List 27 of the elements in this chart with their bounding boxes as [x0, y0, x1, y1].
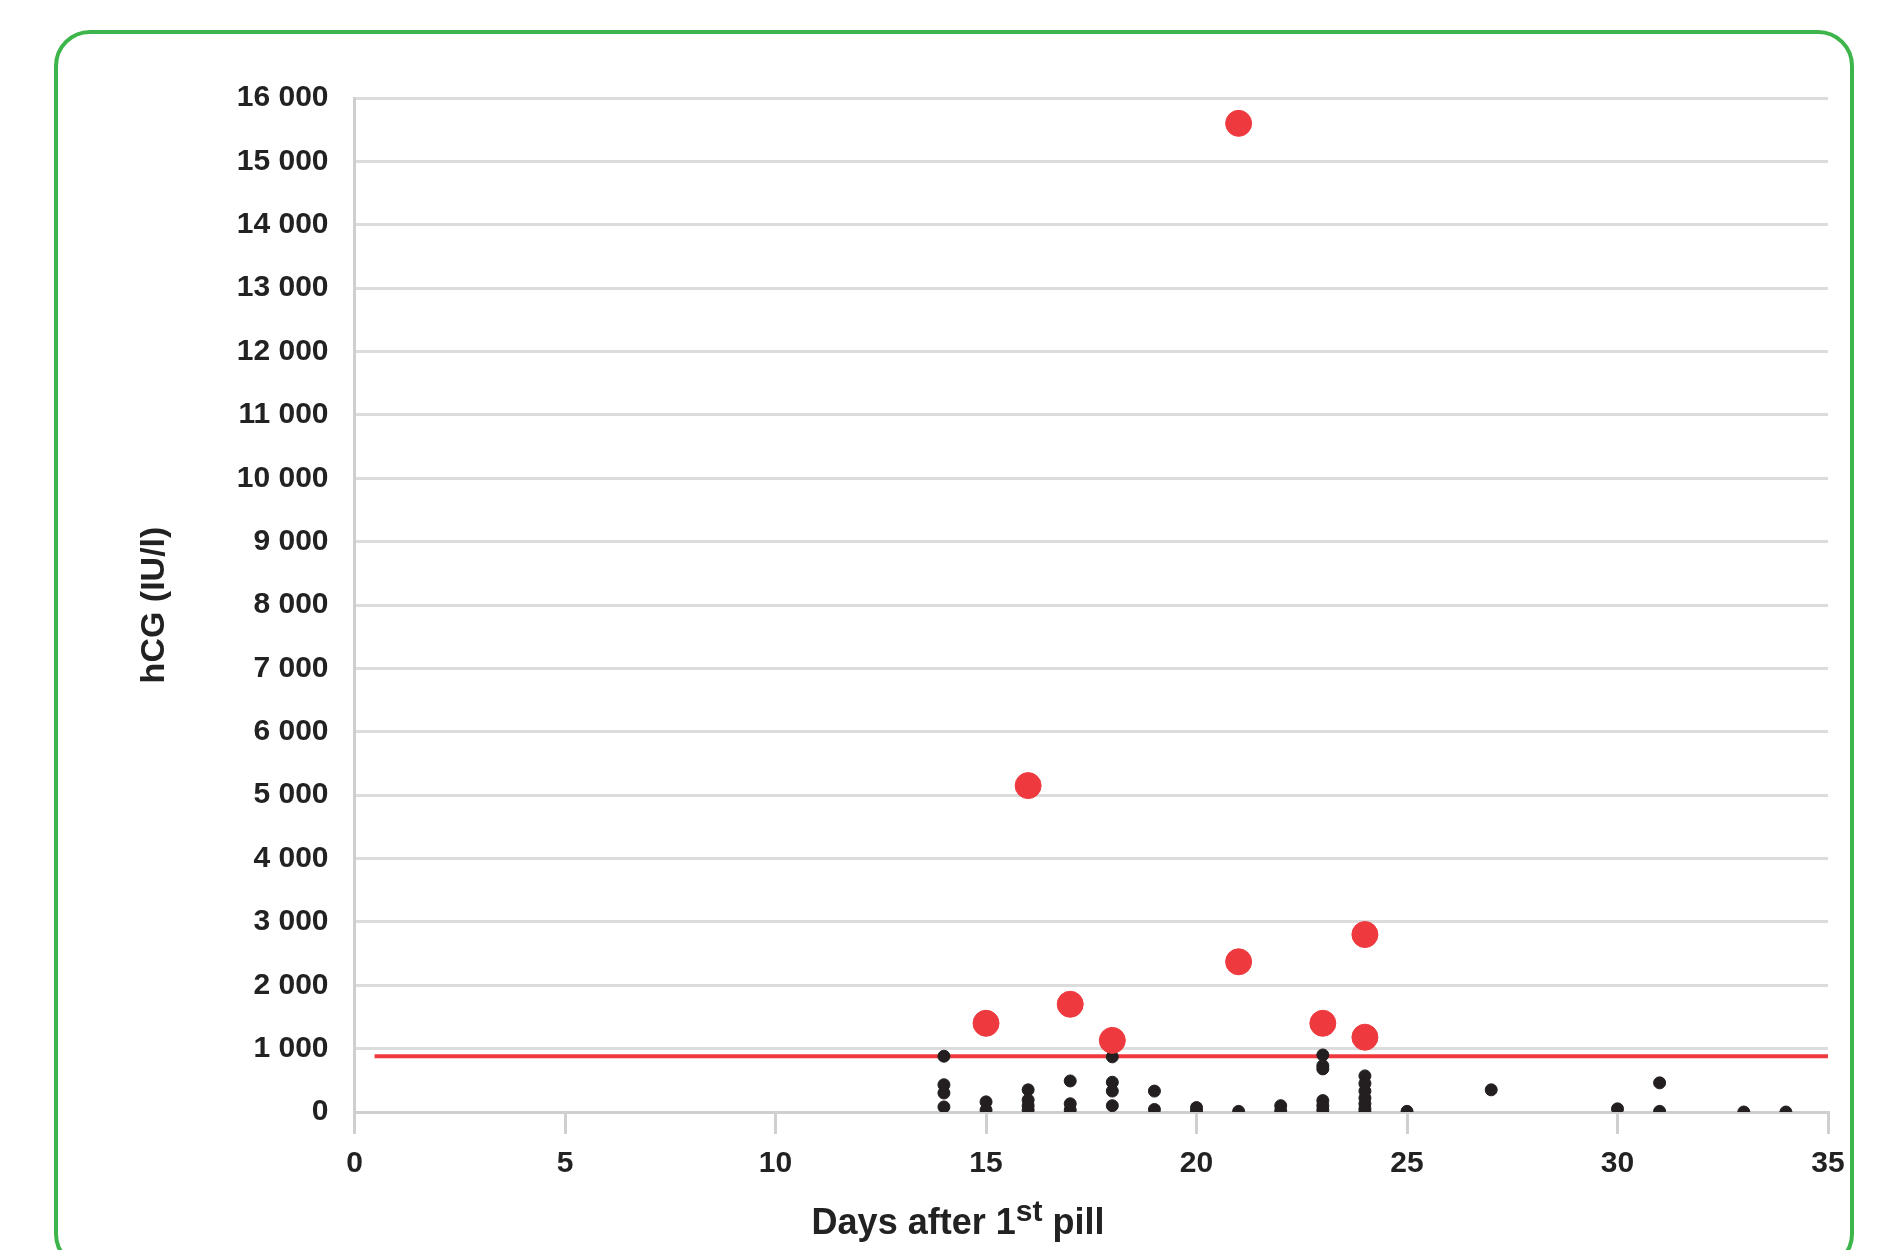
y-tick-label: 8 000 [253, 586, 329, 620]
y-tick-label: 11 000 [238, 396, 329, 430]
y-tick-label: 10 000 [236, 459, 329, 493]
x-tick-label: 25 [1390, 1145, 1424, 1179]
y-tick-label: 13 000 [236, 269, 329, 303]
y-tick-label: 7 000 [253, 649, 329, 683]
x-tick-label: 30 [1600, 1145, 1635, 1179]
x-tick-label: 15 [969, 1145, 1003, 1179]
y-axis-title: hCG (IU/l) [132, 526, 171, 684]
x-tick-label: 5 [556, 1145, 574, 1179]
x-tick-label: 35 [1811, 1145, 1845, 1179]
y-tick-label: 6 000 [253, 713, 329, 747]
x-tick-label: 10 [758, 1145, 793, 1179]
y-tick-label: 0 [311, 1093, 329, 1127]
y-tick-label: 1 000 [253, 1029, 329, 1063]
x-axis-title: Days after 1$^{st}$ pill [810, 1194, 1106, 1243]
y-tick-label: 2 000 [253, 966, 329, 1000]
y-tick-label: 12 000 [236, 332, 329, 366]
y-tick-label: 4 000 [253, 839, 329, 873]
y-tick-label: 5 000 [253, 776, 329, 810]
y-tick-label: 16 000 [236, 79, 329, 113]
x-tick-label: 0 [346, 1145, 363, 1179]
y-tick-label: 15 000 [236, 142, 329, 176]
x-tick-label: 20 [1179, 1145, 1214, 1179]
y-tick-label: 3 000 [253, 903, 329, 937]
y-tick-label: 9 000 [253, 522, 329, 556]
y-tick-label: 14 000 [236, 206, 329, 240]
